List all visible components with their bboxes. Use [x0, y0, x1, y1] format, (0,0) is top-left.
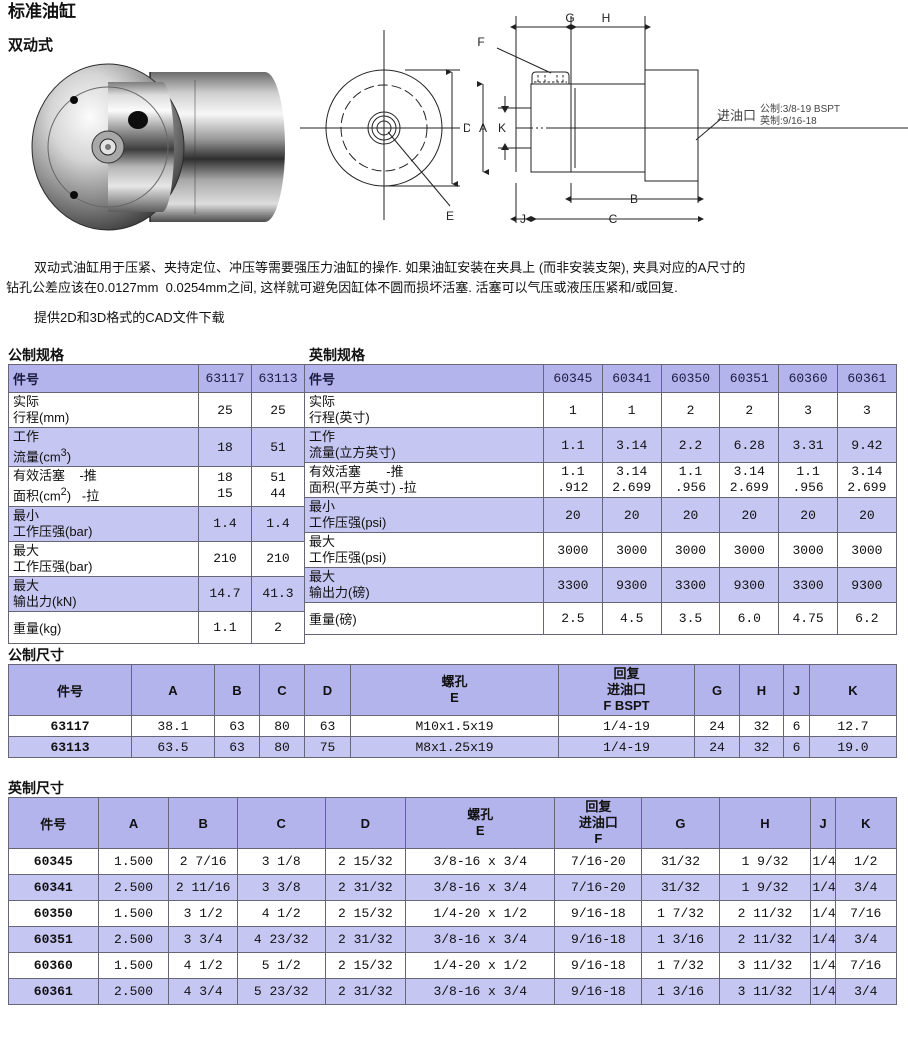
svg-text:H: H: [602, 11, 611, 25]
svg-text:进油口: 进油口: [717, 108, 756, 123]
svg-text:G: G: [565, 11, 574, 25]
svg-text:J: J: [520, 212, 526, 226]
svg-text:英制:9/16-18: 英制:9/16-18: [760, 114, 817, 127]
svg-text:C: C: [609, 212, 618, 226]
svg-text:F: F: [477, 35, 484, 49]
svg-text:K: K: [498, 121, 506, 135]
svg-text:公制:3/8-19 BSPT: 公制:3/8-19 BSPT: [760, 102, 840, 115]
svg-text:B: B: [630, 192, 638, 206]
svg-text:A: A: [479, 121, 487, 135]
